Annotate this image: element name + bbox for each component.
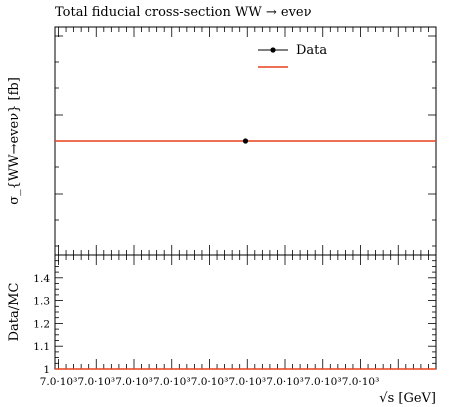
- legend-data-marker: [270, 47, 276, 53]
- x-tick-label: 7.0·10³: [191, 376, 229, 388]
- ratio-panel-frame: [54, 254, 437, 370]
- x-tick-label: 7.0·10³: [77, 376, 115, 388]
- x-tick-label: 7.0·10³: [266, 376, 304, 388]
- legend: Data: [258, 43, 327, 68]
- ratio-y-tick-label: 1.1: [33, 341, 50, 353]
- ratio-y-tick-label: 1: [43, 364, 50, 376]
- x-tick-label: 7.0·10³: [115, 376, 153, 388]
- main-panel-ylabel: σ_{WW→eveν} [fb]: [7, 77, 22, 205]
- x-tick-label: 7.0·10³: [228, 376, 266, 388]
- data-point: [242, 138, 249, 144]
- ratio-y-tick-label: 1.2: [33, 318, 50, 330]
- legend-data-label: Data: [296, 43, 327, 58]
- ratio-panel-x-ticks: 7.0·10³ 7.0·10³ 7.0·10³ 7.0·10³ 7.0·10³ 7.0·1…: [40, 255, 437, 388]
- x-tick-label: 7.0·10³: [342, 376, 380, 388]
- ratio-panel-y-ticks: 1 1.1 1.2 1.3 1.4: [33, 254, 436, 376]
- main-panel-x-ticks: [58, 27, 437, 255]
- ratio-panel-ylabel: Data/MC: [7, 283, 22, 342]
- x-tick-label: 7.0·10³: [304, 376, 342, 388]
- x-tick-label: 7.0·10³: [40, 376, 78, 388]
- main-panel-series: [55, 138, 436, 144]
- ratio-y-tick-label: 1.3: [33, 296, 50, 308]
- x-tick-label: 7.0·10³: [153, 376, 191, 388]
- chart-title: Total fiducial cross-section WW → eveν: [55, 5, 312, 20]
- x-axis-label: √s [GeV]: [379, 391, 436, 406]
- ratio-y-tick-label: 1.4: [33, 273, 50, 285]
